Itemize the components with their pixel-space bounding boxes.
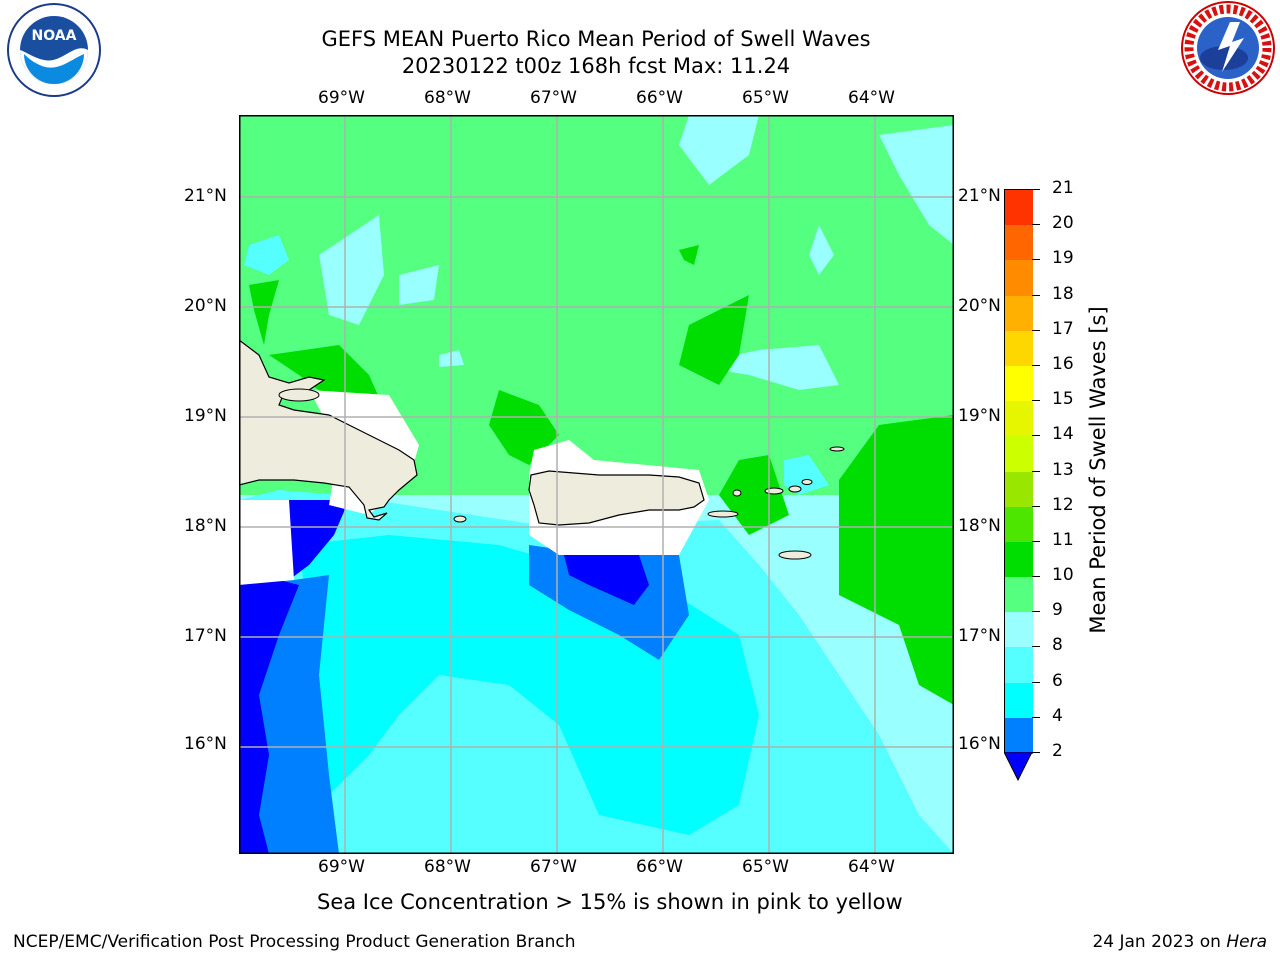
colorbar-segment	[1005, 577, 1033, 613]
colorbar-tick-label: 20	[1052, 213, 1074, 234]
colorbar-tick-mark	[1032, 189, 1040, 190]
lon-label-top: 69°W	[318, 88, 365, 108]
lon-label-top: 68°W	[424, 88, 471, 108]
colorbar-segment	[1005, 365, 1033, 402]
colorbar-segment	[1005, 260, 1033, 297]
colorbar-tick-mark	[1032, 470, 1040, 472]
colorbar-extend-arrow	[1004, 752, 1032, 782]
lat-label-right: 19°N	[958, 406, 1001, 426]
colorbar-tick-mark	[1032, 611, 1040, 613]
map-subtitle: 20230122 t00z 168h fcst Max: 11.24	[401, 54, 791, 78]
colorbar-segment	[1005, 190, 1033, 226]
colorbar-tick-mark	[1032, 435, 1040, 437]
footer-host: Hera	[1226, 932, 1267, 952]
colorbar-tick-label: 10	[1052, 565, 1074, 586]
colorbar-tick-mark	[1032, 329, 1040, 331]
colorbar-segment	[1005, 506, 1033, 543]
svg-text:NOAA: NOAA	[32, 28, 77, 44]
footer-branch: NCEP/EMC/Verification Post Processing Pr…	[13, 932, 576, 952]
colorbar-tick-label: 6	[1052, 670, 1063, 691]
lat-label-left: 20°N	[184, 296, 227, 316]
lon-label-top: 66°W	[636, 88, 683, 108]
hispaniola-land	[239, 339, 418, 521]
colorbar-segment	[1005, 295, 1033, 332]
colorbar-tick-mark	[1032, 540, 1040, 542]
lon-label-top: 67°W	[530, 88, 577, 108]
lon-label-bottom: 65°W	[742, 857, 789, 877]
colorbar-tick-label: 19	[1052, 248, 1074, 269]
lon-label-top: 64°W	[848, 88, 895, 108]
lat-label-left: 18°N	[184, 516, 227, 536]
lon-label-bottom: 69°W	[318, 857, 365, 877]
noaa-logo-icon: NOAA	[7, 3, 101, 97]
colorbar-tick-label: 8	[1052, 635, 1063, 656]
lat-label-right: 20°N	[958, 296, 1001, 316]
colorbar-tick-mark	[1032, 646, 1040, 648]
lat-label-left: 17°N	[184, 626, 227, 646]
colorbar-segment	[1005, 612, 1033, 648]
colorbar-segment	[1005, 717, 1033, 754]
footer-date: 24 Jan 2023 on Hera	[1092, 932, 1267, 952]
lon-label-bottom: 67°W	[530, 857, 577, 877]
colorbar-segment	[1005, 330, 1033, 367]
lat-label-right: 21°N	[958, 186, 1001, 206]
lon-label-bottom: 66°W	[636, 857, 683, 877]
colorbar-tick-mark	[1032, 259, 1040, 261]
colorbar-segment	[1005, 471, 1033, 508]
colorbar-tick-label: 15	[1052, 389, 1074, 410]
colorbar-tick-label: 13	[1052, 459, 1074, 480]
colorbar-segment	[1005, 225, 1033, 261]
national-weather-service-logo-icon	[1181, 1, 1275, 95]
lat-label-right: 17°N	[958, 626, 1001, 646]
colorbar-tick-label: 18	[1052, 283, 1074, 304]
colorbar-tick-mark	[1032, 224, 1040, 226]
colorbar-tick-label: 2	[1052, 741, 1063, 761]
colorbar-segment	[1005, 401, 1033, 437]
puerto-rico-land	[528, 470, 705, 526]
footer-date-text: 24 Jan 2023 on	[1092, 932, 1221, 952]
colorbar-tick-mark	[1032, 364, 1040, 366]
colorbar-tick-label: 16	[1052, 353, 1074, 374]
colorbar-tick-mark	[1032, 505, 1040, 507]
lon-label-bottom: 64°W	[848, 857, 895, 877]
lat-label-right: 16°N	[958, 734, 1001, 754]
colorbar-tick-label: 21	[1052, 178, 1074, 198]
map-title: GEFS MEAN Puerto Rico Mean Period of Swe…	[321, 27, 871, 51]
colorbar	[1004, 189, 1033, 754]
lat-label-left: 16°N	[184, 734, 227, 754]
swell-period-map	[239, 115, 954, 854]
colorbar-tick-mark	[1032, 294, 1040, 296]
colorbar-title: Mean Period of Swell Waves [s]	[1086, 306, 1110, 634]
colorbar-tick-label: 17	[1052, 318, 1074, 339]
colorbar-segment	[1005, 647, 1033, 684]
graticule	[239, 115, 954, 854]
colorbar-tick-mark	[1032, 400, 1040, 402]
colorbar-tick-label: 4	[1052, 705, 1063, 726]
lon-label-bottom: 68°W	[424, 857, 471, 877]
lat-label-left: 19°N	[184, 406, 227, 426]
colorbar-segment	[1005, 541, 1033, 578]
colorbar-tick-label: 12	[1052, 494, 1074, 515]
lat-label-left: 21°N	[184, 186, 227, 206]
colorbar-tick-mark	[1032, 716, 1040, 718]
colorbar-tick-mark	[1032, 681, 1040, 683]
lat-label-right: 18°N	[958, 516, 1001, 536]
colorbar-segment	[1005, 436, 1033, 472]
lon-label-top: 65°W	[742, 88, 789, 108]
colorbar-tick-label: 14	[1052, 424, 1074, 445]
sea-ice-note: Sea Ice Concentration > 15% is shown in …	[317, 890, 903, 914]
colorbar-tick-label: 11	[1052, 529, 1074, 550]
colorbar-tick-mark	[1032, 752, 1040, 753]
small-islands	[278, 388, 845, 560]
colorbar-segment	[1005, 682, 1033, 719]
map-border	[239, 115, 954, 854]
colorbar-tick-label: 9	[1052, 600, 1063, 621]
colorbar-tick-mark	[1032, 576, 1040, 578]
